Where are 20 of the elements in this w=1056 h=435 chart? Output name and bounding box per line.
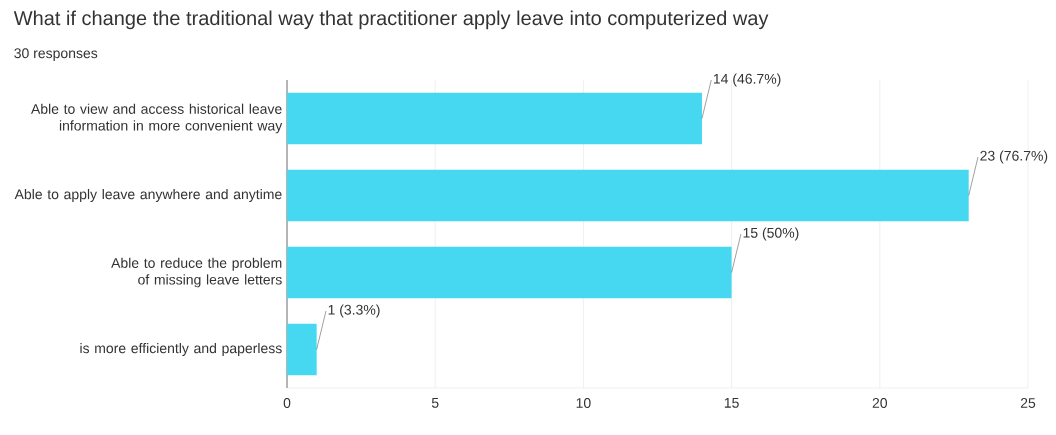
y-tick-label: Able to view and access historical leave information in more convenient way [30,103,283,134]
text: 30 responses [14,48,98,61]
bar [287,92,702,145]
data-label: 15 (50%) [743,227,799,241]
bar [287,246,732,299]
x-tick-label: 15 [724,398,739,408]
chart-title: What if change the traditional way that practitioner apply leave into computerized way [13,10,769,30]
x-tick-label: 10 [576,398,591,408]
x-tick-label: 25 [1020,398,1036,408]
y-tick-label: Able to reduce the problem of missing leave letters [111,257,282,288]
bar [287,323,317,376]
data-label: 1 (3.3%) [328,304,380,318]
x-tick-label: 5 [431,398,439,408]
y-tick-label: Able to apply leave anywhere and anytime [14,188,282,203]
y-tick-label: is more efficiently and paperless [80,342,282,357]
data-label: 23 (76.7%) [980,150,1048,164]
x-tick-label: 20 [872,398,888,408]
x-tick-label: 0 [283,398,291,408]
bar [287,169,969,222]
data-label: 14 (46.7%) [713,73,781,87]
